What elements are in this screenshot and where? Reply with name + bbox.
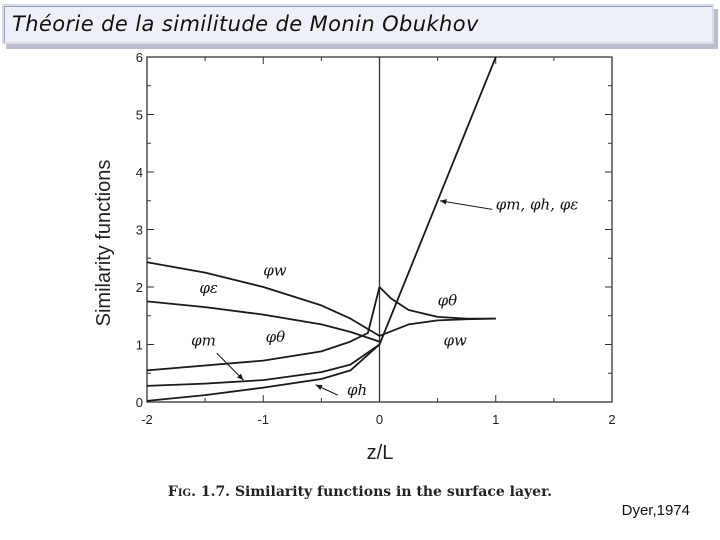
slide-title-bar: Théorie de la similitude de Monin Obukho… xyxy=(2,4,714,44)
curve-label: φm xyxy=(191,332,216,350)
y-tick-label: 1 xyxy=(136,338,143,353)
x-tick-label: 0 xyxy=(376,412,383,427)
series-line-5 xyxy=(146,343,381,387)
series-line-1 xyxy=(378,56,497,345)
curve-label: φw xyxy=(263,262,287,280)
curve-label: φw xyxy=(443,332,467,350)
leader-arrowhead xyxy=(237,373,244,381)
y-tick-label: 3 xyxy=(136,223,143,238)
y-tick-label: 0 xyxy=(136,395,143,410)
y-tick-label: 2 xyxy=(136,280,143,295)
leader-arrowhead xyxy=(315,384,323,390)
slide-title: Théorie de la similitude de Monin Obukho… xyxy=(12,12,479,36)
curve-label: φε xyxy=(199,279,218,297)
y-axis-label: Similarity functions xyxy=(93,160,115,327)
y-tick-label: 5 xyxy=(136,108,143,123)
figure-label: Fig. 1.7. xyxy=(167,484,231,500)
series-line-4 xyxy=(146,286,496,372)
curve-label: φh xyxy=(347,381,367,399)
series-line-6 xyxy=(146,343,381,402)
x-tick-label: 2 xyxy=(608,412,615,427)
x-tick-label: 1 xyxy=(492,412,499,427)
leader-line xyxy=(439,200,493,210)
curve-label: φm, φh, φε xyxy=(496,195,579,213)
y-tick-label: 6 xyxy=(136,50,143,65)
series-line-3 xyxy=(146,300,380,343)
x-tick-label: -2 xyxy=(141,412,153,427)
curve-label: φθ xyxy=(438,291,458,309)
source-credit: Dyer,1974 xyxy=(621,502,690,519)
x-tick-label: -1 xyxy=(257,412,269,427)
leader-arrowhead xyxy=(439,199,447,205)
y-tick-label: 4 xyxy=(136,165,143,180)
figure-caption-text: Similarity functions in the surface laye… xyxy=(234,484,553,500)
x-axis-label: z/L xyxy=(367,442,394,464)
series-line-2 xyxy=(146,261,496,337)
figure-caption: Fig. 1.7. Similarity functions in the su… xyxy=(0,484,720,500)
curve-label: φθ xyxy=(266,328,286,346)
